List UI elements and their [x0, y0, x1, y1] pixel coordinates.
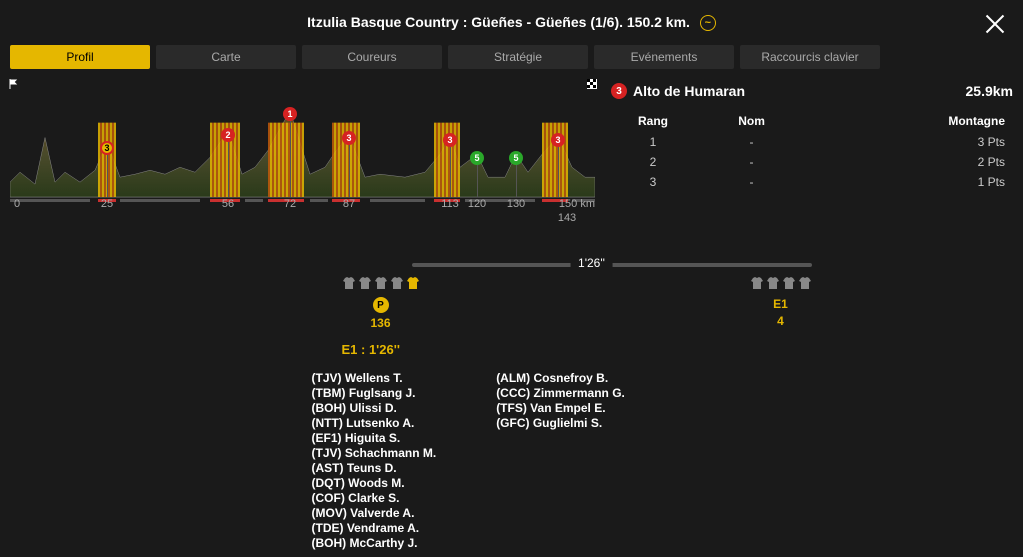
axis-tick: 113: [441, 198, 459, 210]
rider-item[interactable]: (TJV) Schachmann M.: [312, 446, 437, 460]
race-groups: 1'26'' P 136 E1 4 E1 : 1'26'' (TJV) Well…: [0, 258, 1023, 550]
th-rank: Rang: [613, 111, 693, 131]
tab-carte[interactable]: Carte: [156, 45, 296, 69]
climb-header: 3 Alto de Humaran 25.9km: [611, 83, 1013, 99]
tab-bar: ProfilCarteCoureursStratégieEvénementsRa…: [0, 45, 1023, 69]
marker-yellow[interactable]: 3: [100, 141, 114, 155]
axis-labels: 0 25 56 72 87 113 120 130 150 km 143: [10, 198, 595, 228]
cell-name: -: [695, 133, 808, 151]
jersey-icon: [766, 276, 780, 290]
profile-panel: 32133553 0 25567287113120130 150 km 143: [10, 83, 595, 228]
jersey-icon: [358, 276, 372, 290]
rider-item[interactable]: (BOH) McCarthy J.: [312, 536, 437, 550]
marker-red[interactable]: 3: [551, 133, 565, 147]
marker-red[interactable]: 2: [221, 128, 235, 142]
rider-item[interactable]: (TFS) Van Empel E.: [496, 401, 625, 415]
cell-pts: 3 Pts: [810, 133, 1011, 151]
axis-tick: 120: [468, 198, 486, 210]
echappee-group[interactable]: E1 4: [750, 276, 812, 330]
rider-item[interactable]: (AST) Teuns D.: [312, 461, 437, 475]
th-name: Nom: [695, 111, 808, 131]
rider-lists: (TJV) Wellens T.(TBM) Fuglsang J.(BOH) U…: [312, 371, 872, 550]
rider-item[interactable]: (DQT) Woods M.: [312, 476, 437, 490]
finish-flag-icon: [587, 79, 597, 89]
rider-item[interactable]: (CCC) Zimmermann G.: [496, 386, 625, 400]
rider-item[interactable]: (TJV) Wellens T.: [312, 371, 437, 385]
cell-rank: 2: [613, 153, 693, 171]
table-row: 2-2 Pts: [613, 153, 1011, 171]
close-button[interactable]: [981, 10, 1009, 38]
title-text: Itzulia Basque Country : Güeñes - Güeñes…: [307, 14, 690, 30]
axis-start: 0: [14, 198, 20, 210]
peloton-count: 136: [370, 316, 390, 330]
marker-red[interactable]: 1: [283, 107, 297, 121]
climb-info-panel: 3 Alto de Humaran 25.9km Rang Nom Montag…: [611, 83, 1013, 228]
stage-icon: [700, 15, 716, 31]
time-gap-bar: 1'26'': [312, 258, 872, 272]
cell-rank: 1: [613, 133, 693, 151]
axis-tick: 72: [284, 198, 296, 210]
climb-name: Alto de Humaran: [633, 83, 745, 99]
jersey-icon: [406, 276, 420, 290]
rider-item[interactable]: (MOV) Valverde A.: [312, 506, 437, 520]
tab-raccourcis-clavier[interactable]: Raccourcis clavier: [740, 45, 880, 69]
tab-profil[interactable]: Profil: [10, 45, 150, 69]
jersey-icon: [342, 276, 356, 290]
tab-evénements[interactable]: Evénements: [594, 45, 734, 69]
elevation-chart[interactable]: 32133553: [10, 83, 595, 198]
jersey-icon: [750, 276, 764, 290]
cell-rank: 3: [613, 173, 693, 191]
start-flag-icon: [8, 79, 18, 89]
rider-item[interactable]: (BOH) Ulissi D.: [312, 401, 437, 415]
rider-item[interactable]: (TDE) Vendrame A.: [312, 521, 437, 535]
cell-pts: 2 Pts: [810, 153, 1011, 171]
e1-time-label: E1 : 1'26'': [312, 342, 872, 357]
marker-green[interactable]: 5: [470, 151, 484, 165]
jersey-icon: [798, 276, 812, 290]
axis-end: 150 km: [559, 198, 595, 210]
table-row: 3-1 Pts: [613, 173, 1011, 191]
axis-tick: 87: [343, 198, 355, 210]
marker-red[interactable]: 3: [443, 133, 457, 147]
rider-item[interactable]: (TBM) Fuglsang J.: [312, 386, 437, 400]
rider-item[interactable]: (COF) Clarke S.: [312, 491, 437, 505]
table-row: 1-3 Pts: [613, 133, 1011, 151]
points-table: Rang Nom Montagne 1-3 Pts2-2 Pts3-1 Pts: [611, 109, 1013, 193]
rider-item[interactable]: (GFC) Guglielmi S.: [496, 416, 625, 430]
rider-item[interactable]: (EF1) Higuita S.: [312, 431, 437, 445]
axis-extra: 143: [558, 212, 576, 224]
tab-stratégie[interactable]: Stratégie: [448, 45, 588, 69]
axis-tick: 25: [101, 198, 113, 210]
page-title: Itzulia Basque Country : Güeñes - Güeñes…: [307, 14, 716, 31]
axis-tick: 56: [222, 198, 234, 210]
cell-name: -: [695, 173, 808, 191]
cell-name: -: [695, 153, 808, 171]
jersey-icon: [390, 276, 404, 290]
echappee-label: E1: [773, 297, 788, 311]
marker-red[interactable]: 3: [342, 131, 356, 145]
axis-tick: 130: [507, 198, 525, 210]
echappee-count: 4: [777, 314, 784, 328]
jersey-icon: [782, 276, 796, 290]
climb-distance: 25.9km: [966, 83, 1013, 99]
rider-item[interactable]: (NTT) Lutsenko A.: [312, 416, 437, 430]
rider-item[interactable]: (ALM) Cosnefroy B.: [496, 371, 625, 385]
tab-coureurs[interactable]: Coureurs: [302, 45, 442, 69]
cell-pts: 1 Pts: [810, 173, 1011, 191]
peloton-badge: P: [373, 297, 389, 313]
th-pts: Montagne: [810, 111, 1011, 131]
header: Itzulia Basque Country : Güeñes - Güeñes…: [0, 0, 1023, 45]
jersey-icon: [374, 276, 388, 290]
time-gap-label: 1'26'': [570, 256, 613, 270]
climb-category-badge: 3: [611, 83, 627, 99]
peloton-group[interactable]: P 136: [342, 276, 420, 330]
marker-green[interactable]: 5: [509, 151, 523, 165]
